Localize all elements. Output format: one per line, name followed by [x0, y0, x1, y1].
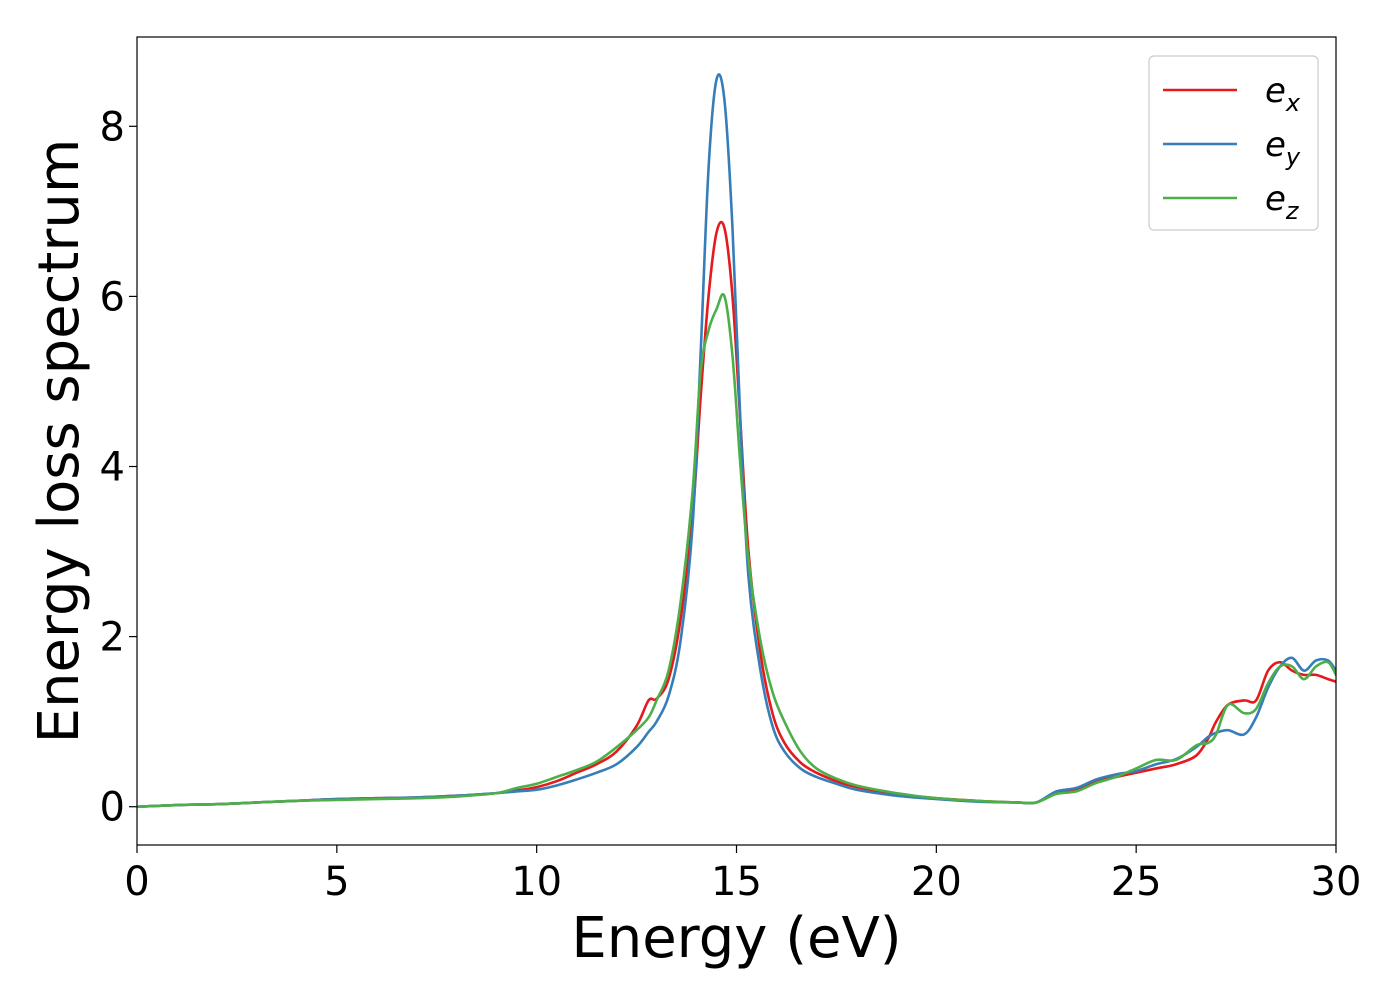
y-axis-label: Energy loss spectrum: [27, 139, 92, 744]
series-line-y: [137, 73, 1336, 809]
x-tick-label: 25: [1111, 859, 1162, 905]
legend-label-base: e: [1265, 71, 1286, 111]
legend-label-subscript: z: [1285, 197, 1300, 225]
legend-label-x: ex: [1265, 71, 1301, 117]
series-line-z: [137, 293, 1336, 809]
x-axis-label: Energy (eV): [571, 906, 901, 971]
x-tick-label: 30: [1311, 859, 1362, 905]
y-tick-label: 6: [100, 274, 125, 320]
series-layer: [137, 73, 1336, 809]
y-tick-label: 4: [100, 445, 125, 491]
legend-label-base: e: [1265, 179, 1286, 219]
series-line-x: [137, 220, 1336, 809]
y-tick-label: 0: [100, 785, 125, 831]
x-tick-label: 10: [511, 859, 562, 905]
legend-label-subscript: y: [1285, 143, 1301, 171]
x-tick-label: 20: [911, 859, 962, 905]
legend-label-y: ey: [1265, 125, 1301, 171]
y-tick-label: 8: [100, 104, 125, 150]
x-tick-label: 0: [124, 859, 149, 905]
y-axis: 0 2 4 6 8: [100, 104, 137, 831]
x-tick-label: 5: [324, 859, 349, 905]
plot-area: [136, 36, 1337, 846]
legend-label-base: e: [1265, 125, 1286, 165]
plot-background: [137, 37, 1336, 845]
legend-label-subscript: x: [1285, 89, 1301, 117]
y-tick-label: 2: [100, 615, 125, 661]
x-tick-label: 15: [711, 859, 762, 905]
x-axis: 0 5 10 15 20 25 30: [124, 845, 1361, 905]
legend-label-z: ez: [1265, 179, 1300, 225]
